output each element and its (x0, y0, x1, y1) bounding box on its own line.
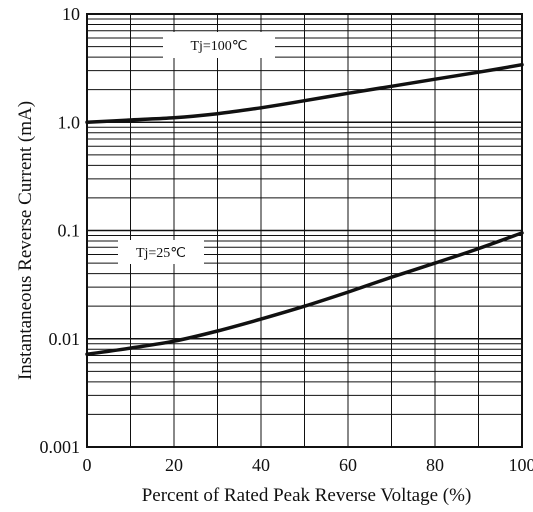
x-tick-label: 80 (426, 455, 444, 475)
y-tick-label: 0.001 (40, 437, 81, 457)
plot-frame (86, 13, 523, 448)
y-tick-label: 10 (62, 4, 80, 24)
y-axis-title: Instantaneous Reverse Current (mA) (15, 101, 36, 380)
grid (87, 14, 522, 447)
series-label-0: Tj=100℃ (190, 39, 247, 54)
x-tick-label: 100 (509, 455, 533, 475)
y-tick-labels: 0.001 0.01 0.1 1.0 10 (40, 4, 81, 457)
y-tick-label: 1.0 (58, 112, 81, 132)
y-tick-label: 0.1 (58, 221, 81, 241)
x-tick-label: 20 (165, 455, 183, 475)
series-labels: Tj=100℃ Tj=25℃ (118, 32, 275, 264)
x-tick-label: 0 (83, 455, 92, 475)
series-line-1 (85, 231, 524, 356)
series-label-1: Tj=25℃ (136, 246, 186, 261)
x-tick-label: 40 (252, 455, 270, 475)
series-label-bg-0 (163, 32, 275, 58)
x-axis-title: Percent of Rated Peak Reverse Voltage (%… (142, 485, 472, 506)
x-tick-label: 60 (339, 455, 357, 475)
y-tick-label: 0.01 (49, 329, 81, 349)
series-line-0 (85, 62, 524, 125)
series-label-bg-1 (118, 240, 204, 264)
x-tick-labels: 0 20 40 60 80 100 (83, 455, 533, 475)
series-layer (85, 62, 524, 356)
